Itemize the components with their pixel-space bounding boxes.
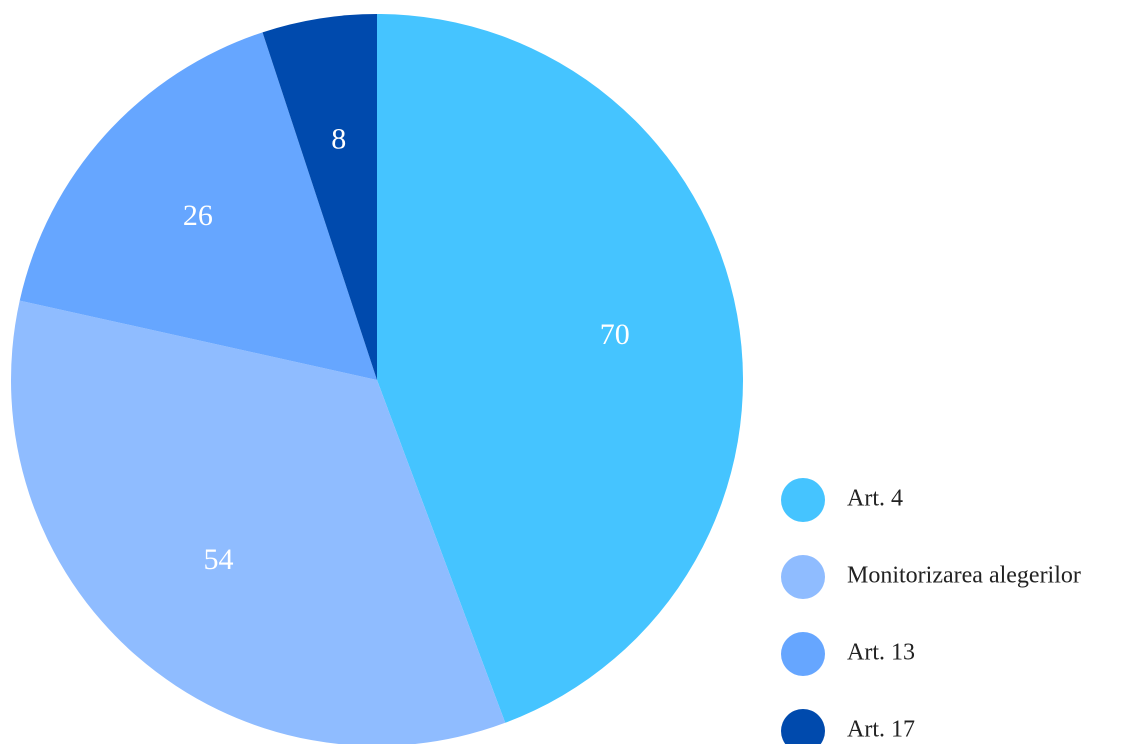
pie-slice [377, 14, 743, 723]
legend-label: Monitorizarea alegerilor [847, 563, 1081, 589]
data-label: 26 [183, 199, 213, 232]
legend-label: Art. 13 [847, 640, 915, 666]
legend-label: Art. 4 [847, 486, 903, 512]
legend-swatch [781, 632, 825, 676]
legend-swatch [781, 555, 825, 599]
data-label: 54 [203, 543, 233, 576]
pie-slice [19, 32, 377, 380]
pie-slice [262, 14, 377, 380]
legend-swatch [781, 478, 825, 522]
legend-label: Art. 17 [847, 717, 915, 743]
data-label: 70 [600, 318, 630, 351]
legend-swatch [781, 709, 825, 744]
pie-slice [11, 300, 506, 744]
data-label: 8 [331, 122, 346, 155]
